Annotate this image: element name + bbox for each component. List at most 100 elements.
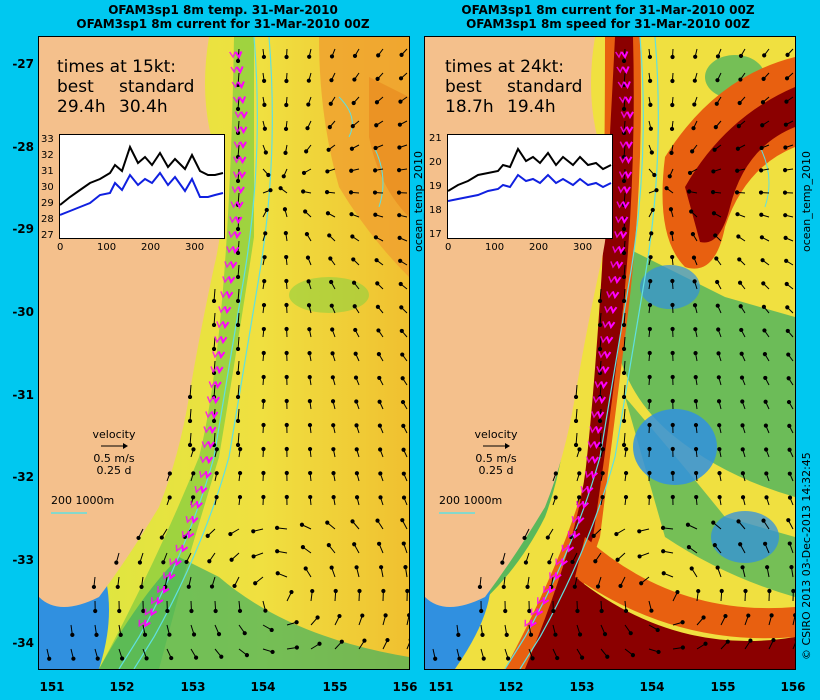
current-arrow-head [717, 423, 722, 428]
current-arrow-head [784, 99, 789, 104]
current-arrow-head [235, 106, 241, 112]
current-arrow-head [457, 656, 462, 661]
current-arrow-head [191, 471, 196, 476]
route-chevron [175, 544, 182, 553]
current-arrow-head [593, 559, 598, 564]
route-chevron [600, 336, 608, 344]
current-arrow-head [573, 394, 579, 400]
route-chevron [218, 306, 226, 314]
current-arrow-head [270, 649, 275, 655]
current-arrow-head [782, 190, 788, 195]
current-arrow-head [692, 303, 698, 308]
current-arrow-head [655, 627, 660, 633]
current-arrow-head [735, 212, 740, 217]
current-arrow-head [763, 375, 768, 381]
current-arrow-head [652, 172, 657, 178]
current-arrow-head [398, 281, 403, 287]
inset-y-tick: 21 [429, 133, 442, 144]
current-arrow-head [383, 613, 388, 618]
x-tick: 155 [322, 680, 348, 694]
current-arrow-head [262, 278, 267, 284]
current-arrow-head [327, 125, 332, 130]
current-arrow-head [275, 571, 280, 576]
current-arrow-head [275, 549, 280, 554]
current-arrow-head [331, 447, 336, 452]
current-arrow-head [692, 78, 697, 83]
current-arrow-head [328, 256, 333, 261]
route-chevron [210, 366, 218, 374]
current-arrow-head [71, 656, 76, 661]
temperature-map-panel[interactable]: times at 15kt: best standard 29.4h 30.4h 3… [38, 36, 410, 670]
route-chevron [606, 291, 614, 299]
current-arrow-head [396, 168, 402, 173]
current-arrow-head [551, 608, 556, 614]
current-arrow-head [262, 102, 267, 107]
route-chevron [590, 470, 598, 479]
current-arrow-head [675, 589, 680, 595]
current-arrow-head [701, 615, 706, 620]
inset-y-tick: 33 [41, 134, 54, 145]
current-arrow-head [307, 375, 312, 380]
current-arrow-head [760, 100, 766, 105]
standard-label: standard [119, 77, 195, 97]
current-arrow-head [187, 442, 193, 448]
current-arrow-head [325, 169, 330, 174]
speed-map-panel[interactable]: times at 24kt: best standard 18.7h 19.4h 2… [424, 36, 796, 670]
current-arrow-head [630, 652, 636, 658]
current-arrow-head [375, 518, 380, 523]
current-arrow-head [769, 613, 774, 618]
current-arrow-head [647, 446, 652, 452]
route-chevron [625, 126, 634, 135]
current-arrow-head [763, 541, 768, 546]
current-arrow-head [398, 99, 403, 104]
current-arrow-head [693, 446, 699, 452]
current-arrow-head [573, 418, 579, 424]
current-arrow-head [374, 258, 379, 263]
current-arrow-head [354, 565, 359, 570]
best-value: 18.7h [445, 97, 494, 117]
route-chevron [208, 381, 216, 389]
current-arrow-head [400, 352, 405, 357]
current-arrow-head [193, 655, 199, 660]
current-arrow-head [605, 654, 610, 659]
x-tick: 152 [109, 680, 135, 694]
current-arrow-head [481, 656, 486, 661]
current-arrow-head [330, 351, 335, 356]
route-chevron [596, 411, 605, 420]
route-chevron [214, 336, 222, 344]
route-chevron [587, 441, 595, 449]
current-arrow-head [739, 327, 744, 333]
inset-y-tick: 31 [41, 166, 54, 177]
current-arrow-head [740, 399, 745, 404]
current-arrow-head [555, 655, 560, 661]
route-chevron [604, 306, 612, 314]
route-chevron [150, 597, 158, 605]
current-arrow-head [378, 495, 383, 500]
current-arrow-head [575, 608, 580, 614]
route-chevron [212, 351, 220, 359]
current-arrow-head [738, 77, 743, 82]
current-arrow-head [621, 442, 627, 448]
current-arrow-head [717, 495, 722, 500]
current-arrow-head [669, 126, 675, 132]
route-chevron [230, 201, 238, 209]
current-arrow-head [500, 560, 505, 565]
current-arrow-head [326, 147, 331, 152]
current-arrow-head [670, 350, 675, 356]
current-arrow-head [572, 584, 577, 589]
current-arrow-head [577, 632, 583, 637]
route-chevron [234, 216, 243, 225]
current-arrow-head [262, 126, 267, 131]
current-arrow-head [670, 374, 675, 380]
times-heading: times at 15kt: [57, 57, 177, 77]
current-arrow-head [597, 298, 603, 304]
current-arrow-head [670, 278, 675, 284]
current-arrow-head [397, 122, 402, 127]
current-arrow-head [736, 234, 741, 239]
x-tick: 152 [498, 680, 524, 694]
isobath-line-icon [51, 512, 87, 514]
current-arrow-head [284, 102, 289, 108]
route-chevron [206, 396, 214, 404]
current-arrow-head [284, 278, 289, 284]
current-arrow-head [232, 583, 237, 589]
